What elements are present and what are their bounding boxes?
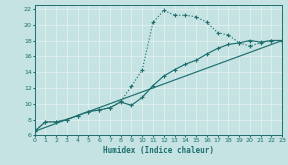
X-axis label: Humidex (Indice chaleur): Humidex (Indice chaleur) <box>103 146 214 155</box>
